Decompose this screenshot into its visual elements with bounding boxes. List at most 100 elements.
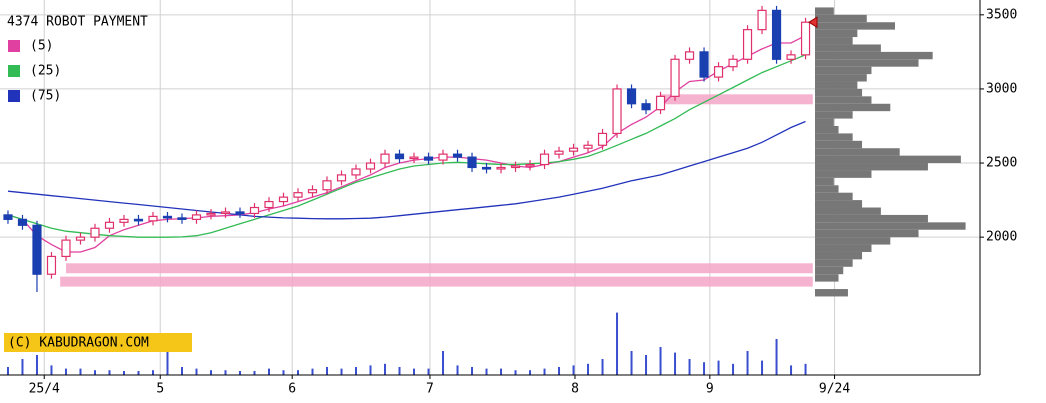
volume-bar (311, 368, 314, 375)
legend-swatch (8, 40, 20, 52)
volume-bar (340, 368, 343, 375)
candle-body (757, 9, 767, 31)
volume-profile-bar (815, 59, 919, 67)
volume-bar (732, 363, 735, 375)
volume-bar (775, 339, 778, 375)
volume-bar (601, 359, 604, 375)
volume-bar (384, 363, 387, 375)
volume-bar (761, 360, 764, 375)
volume-bar (21, 359, 24, 375)
price-band (60, 276, 813, 287)
volume-profile-bar (815, 125, 839, 134)
candle-body (568, 147, 579, 152)
x-tick-label: 9 (706, 382, 714, 397)
candle-body (264, 200, 274, 209)
legend-swatch (8, 65, 20, 77)
candle-body (380, 153, 390, 164)
volume-bar (369, 365, 372, 375)
x-tick-label: 25/4 (29, 382, 60, 397)
candle-body (206, 212, 216, 216)
y-tick-label: 2500 (986, 156, 1017, 171)
volume-bar (804, 363, 807, 375)
price-band (660, 94, 813, 105)
volume-bar (238, 371, 241, 375)
volume-profile-bar (815, 96, 872, 104)
price-band (65, 263, 813, 274)
volume-profile-bar (815, 88, 863, 97)
candle-body (119, 218, 129, 223)
candle-body (655, 95, 666, 111)
volume-bar (151, 370, 154, 375)
volume-profile-bar (815, 170, 872, 178)
chart-title: 4374 ROBOT PAYMENT (7, 15, 148, 30)
x-tick-label: 5 (156, 382, 164, 397)
candle-body (525, 163, 535, 167)
volume-profile-bar (815, 274, 839, 282)
volume-profile-bar (815, 289, 848, 297)
volume-bar (297, 370, 300, 375)
volume-bar (717, 360, 720, 375)
legend-swatch (8, 90, 20, 102)
volume-bar (398, 367, 401, 375)
candle-body (220, 211, 231, 215)
volume-bar (267, 368, 270, 375)
candle-body (684, 51, 695, 60)
volume-bar (543, 368, 546, 375)
copyright: (C) KABUDRAGON.COM (8, 336, 149, 351)
legend-label: (5) (30, 39, 53, 54)
candle-body (307, 189, 318, 194)
candle-body (713, 66, 724, 78)
candle-body (133, 218, 144, 222)
volume-bar (137, 371, 140, 375)
candle-body (742, 29, 753, 60)
candle-body (438, 153, 448, 161)
volume-bar (746, 351, 749, 375)
ma-line (7, 54, 806, 238)
candle-body (800, 21, 811, 56)
volume-bar (355, 367, 358, 375)
volume-profile-bar (815, 148, 900, 156)
candle-body (771, 9, 782, 60)
volume-bar (209, 370, 212, 375)
volume-profile-bar (815, 251, 863, 260)
x-tick-label: 9/24 (819, 382, 850, 397)
volume-profile-bar (815, 192, 853, 201)
volume-bar (703, 362, 706, 375)
candle-body (452, 153, 463, 158)
candle-body (322, 180, 332, 191)
candle-body (336, 174, 347, 182)
volume-bar (558, 367, 561, 375)
candle-body (583, 144, 593, 149)
volume-bar (108, 370, 111, 375)
volume-bar (456, 365, 459, 375)
volume-bar (64, 368, 67, 375)
volume-profile-bar (815, 222, 966, 230)
volume-profile-bar (815, 7, 834, 15)
candle-body (293, 192, 303, 198)
candle-body (626, 88, 637, 105)
volume-profile-bar (815, 266, 844, 275)
volume-bar (6, 367, 9, 375)
y-tick-label: 3000 (986, 81, 1017, 96)
candle-body (365, 162, 376, 170)
candle-body (61, 239, 71, 258)
volume-profile-bar (815, 66, 872, 75)
volume-profile-bar (815, 185, 839, 193)
candle-body (539, 153, 550, 166)
candle-body (496, 166, 506, 170)
volume-bar (224, 370, 227, 375)
volume-bar (413, 368, 416, 375)
volume-bar (253, 371, 256, 375)
volume-profile-bar (815, 81, 858, 89)
volume-profile-bar (815, 51, 933, 60)
volume-profile-bar (815, 74, 867, 82)
volume-profile-bar (815, 44, 881, 52)
candle-body (235, 211, 245, 215)
candle-body (481, 166, 492, 170)
volume-bar (572, 365, 575, 375)
candle-body (3, 214, 13, 220)
candle-body (409, 156, 419, 160)
volume-bar (50, 365, 53, 375)
candle-body (148, 215, 158, 222)
candle-body (104, 221, 115, 229)
